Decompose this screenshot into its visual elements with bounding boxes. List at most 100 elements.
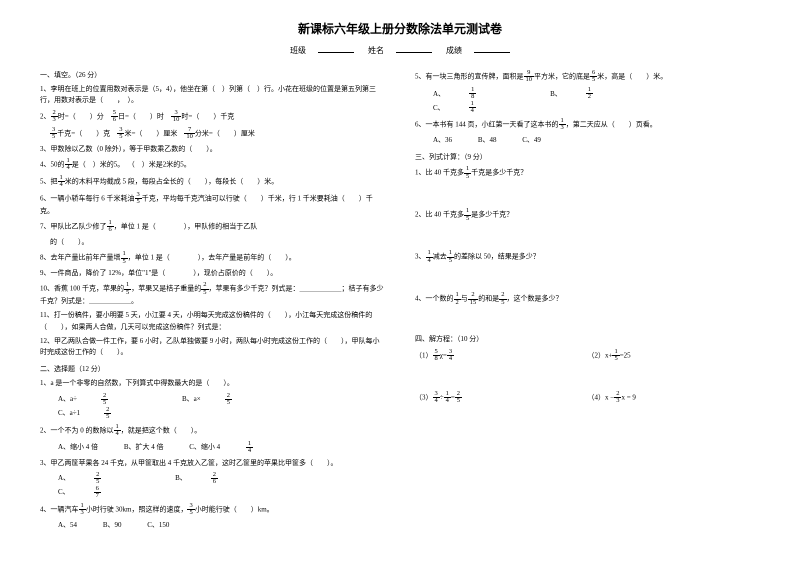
s3q4-end: ，这个数是多少？ — [507, 295, 563, 303]
s4q3: （3）34÷14=25 — [415, 391, 588, 405]
s3q4-mid2: 的和是 — [478, 295, 499, 303]
name-blank — [396, 43, 432, 53]
frac-icon: 15 — [612, 349, 619, 363]
right-column: 5、有一块三角形的宣传牌，面积是910平方米，它的底是65米，高是（ ）米。 A… — [415, 70, 760, 534]
left-column: 一、填空。（26 分） 1、李明在班上的位置用数对表示是（5，4），他坐在第（ … — [40, 70, 385, 534]
s3q2: 2、比 40 千克多15是多少千克？ — [415, 208, 760, 222]
frac-icon: 910 — [524, 70, 535, 84]
s2q1-opts: A、a÷25 B、a×25 C、a÷125 — [40, 393, 385, 421]
q7-pre: 7、甲队比乙队少修了 — [40, 223, 107, 231]
q7: 7、甲队比乙队少修了16，单位 1 是（ ），甲队修的相当于乙队 — [40, 220, 385, 234]
q2: 2、23时=（ ）分 56日=（ ）时 310时=（ ）千克 — [40, 110, 385, 124]
s2q2-pre: 2、一个不为 0 的数除以 — [40, 426, 114, 434]
frac-icon: 13 — [79, 503, 86, 517]
s2q3-opts: A、25 B、26 C、67 — [40, 472, 385, 500]
s2q5-pre: 5、有一块三角形的宣传牌，面积是 — [415, 73, 524, 81]
frac-icon: 56 — [111, 110, 118, 124]
q10: 10、香蕉 100 千克，苹果的15，苹果又是桔子重量的25，苹果有多少千克？列… — [40, 282, 385, 307]
s2q3: 3、甲乙两筐苹果各 24 千克，从甲筐取出 4 千克放入乙筐，这时乙筐里的苹果比… — [40, 458, 385, 469]
frac-icon: 12 — [454, 292, 461, 306]
opt-c: C、49 — [522, 135, 541, 146]
opt-a: A、54 — [58, 520, 77, 531]
s2q4-mid: 小时行驶 30km，照这样的速度， — [86, 505, 188, 513]
q7-mid: ，单位 1 是（ ），甲队修的相当于乙队 — [114, 223, 258, 231]
frac-icon: 25 — [455, 391, 462, 405]
s3q1: 1、比 40 千克多15千克是多少千克？ — [415, 166, 760, 180]
frac-icon: 710 — [184, 127, 195, 141]
frac-icon: 34 — [447, 349, 454, 363]
s3q3-mid: 减去 — [433, 253, 447, 261]
frac-icon: 16 — [107, 220, 114, 234]
frac-icon: 25 — [101, 393, 132, 407]
section1-title: 一、填空。（26 分） — [40, 70, 385, 81]
opt-a: A、18 — [433, 87, 524, 101]
frac-icon: 14 — [444, 391, 451, 405]
q4-pre: 4、50的 — [40, 160, 65, 168]
s2q6-end: ，第二天应从（ ）页看。 — [566, 121, 657, 129]
opt-c: C、67 — [58, 486, 149, 500]
section4-title: 四、解方程：（10 分） — [415, 334, 760, 345]
s2q2-mid: ，就是把这个数（ ）。 — [121, 426, 202, 434]
s2q5-mid: 平方米，它的底是 — [534, 73, 590, 81]
s4q4: （4）x −23x = 9 — [588, 391, 761, 405]
q12: 12、甲乙两队合做一件工作，要 6 小时，乙队单独做要 9 小时，两队每小时完成… — [40, 336, 385, 358]
q4: 4、50的14是（ ）米的5。 （ ）米是2米的5。 — [40, 158, 385, 172]
s4q2-end: =25 — [620, 351, 631, 359]
q5-text: 米的木料平均截成 5 段，每段占全长的（ ），每段长（ ）米。 — [65, 177, 279, 185]
q8-mid: ，单位 1 是（ ），去年产量是前年的（ ）。 — [128, 254, 296, 262]
s2q4-opts: A、54 B、90 C、150 — [40, 520, 385, 531]
score-blank — [474, 43, 510, 53]
q6-pre: 一辆小轿车每行 6 千米耗油 — [51, 194, 135, 202]
frac-icon: 25 — [104, 407, 135, 421]
q7-end: 的（ ）。 — [40, 237, 385, 248]
frac-icon: 26 — [211, 472, 242, 486]
q2f-text: 分米=（ ）厘米 — [195, 129, 255, 137]
q3: 3、甲数除以乙数（0 除外），等于甲数乘乙数的（ ）。 — [40, 144, 385, 155]
s3q3-end: 的差除以 50，结果是多少？ — [454, 253, 540, 261]
q5: 5、把14米的木料平均截成 5 段，每段占全长的（ ），每段长（ ）米。 — [40, 175, 385, 189]
s3q3: 3、14减去15的差除以 50，结果是多少？ — [415, 250, 760, 264]
q2-line2: 35千克=（ ）克 35米=（ ）厘米 710分米=（ ）厘米 — [40, 127, 385, 141]
s4q1-pre: （1） — [415, 351, 433, 359]
s2q5-opts: A、18 B、12 C、14 — [415, 87, 760, 115]
frac-icon: 25 — [499, 292, 506, 306]
opt-b: B、12 — [550, 87, 641, 101]
frac-icon: 14 — [65, 158, 72, 172]
frac-icon: 23 — [51, 110, 58, 124]
opt-b: B、扩大 4 倍 — [124, 442, 164, 453]
frac-icon: 35 — [135, 192, 142, 206]
opt-a: A、25 — [58, 472, 149, 486]
frac-icon: 34 — [433, 391, 440, 405]
s2q2-opts: A、缩小 4 倍 B、扩大 4 倍 C、缩小 4 14 — [40, 441, 385, 455]
q2e-text: 米=（ ）厘米 — [124, 129, 177, 137]
opt-b: B、48 — [478, 135, 497, 146]
opt-b: B、a×25 — [182, 393, 280, 407]
s4q2-pre: （2）x+ — [588, 351, 613, 359]
content-columns: 一、填空。（26 分） 1、李明在班上的位置用数对表示是（5，4），他坐在第（ … — [40, 70, 760, 534]
s4q3-pre: （3） — [415, 393, 433, 401]
class-blank — [318, 43, 354, 53]
q9: 9、一件商品，降价了 12%，单位"1"是（ ），现价占原价的（ ）。 — [40, 268, 385, 279]
opt-c: C、150 — [147, 520, 169, 531]
frac-icon: 14 — [58, 175, 65, 189]
q5-pre: 把 — [51, 177, 58, 185]
name-label: 姓名 — [368, 46, 384, 55]
q8-pre: 8、去年产量比前年产量增 — [40, 254, 121, 262]
s2q5-end: 米，高是（ ）米。 — [597, 73, 667, 81]
s2q1: 1、a 是一个非零的自然数，下列算式中得数最大的是（ ）。 — [40, 378, 385, 389]
s3q1-end: 千克是多少千克？ — [471, 169, 527, 177]
s2q2: 2、一个不为 0 的数除以14，就是把这个数（ ）。 — [40, 424, 385, 438]
frac-icon: 13 — [559, 118, 566, 132]
opt-a: A、缩小 4 倍 — [58, 442, 98, 453]
s4q4-pre: （4）x − — [588, 393, 615, 401]
frac-icon: 18 — [469, 87, 500, 101]
q1: 1、李明在班上的位置用数对表示是（5，4），他坐在第（ ）列第（ ）行。小花在班… — [40, 84, 385, 106]
s2q6-opts: A、36 B、48 C、49 — [415, 135, 760, 146]
section2-title: 二、选择题（12 分） — [40, 364, 385, 375]
frac-icon: 15 — [121, 251, 128, 265]
s4q4-end: x = 9 — [621, 393, 635, 401]
s4q2: （2）x+15=25 — [588, 349, 761, 363]
frac-icon: 58 — [433, 349, 440, 363]
q4-mid: 是（ ）米的5。 — [72, 160, 125, 168]
frac-icon: 25 — [201, 282, 208, 296]
